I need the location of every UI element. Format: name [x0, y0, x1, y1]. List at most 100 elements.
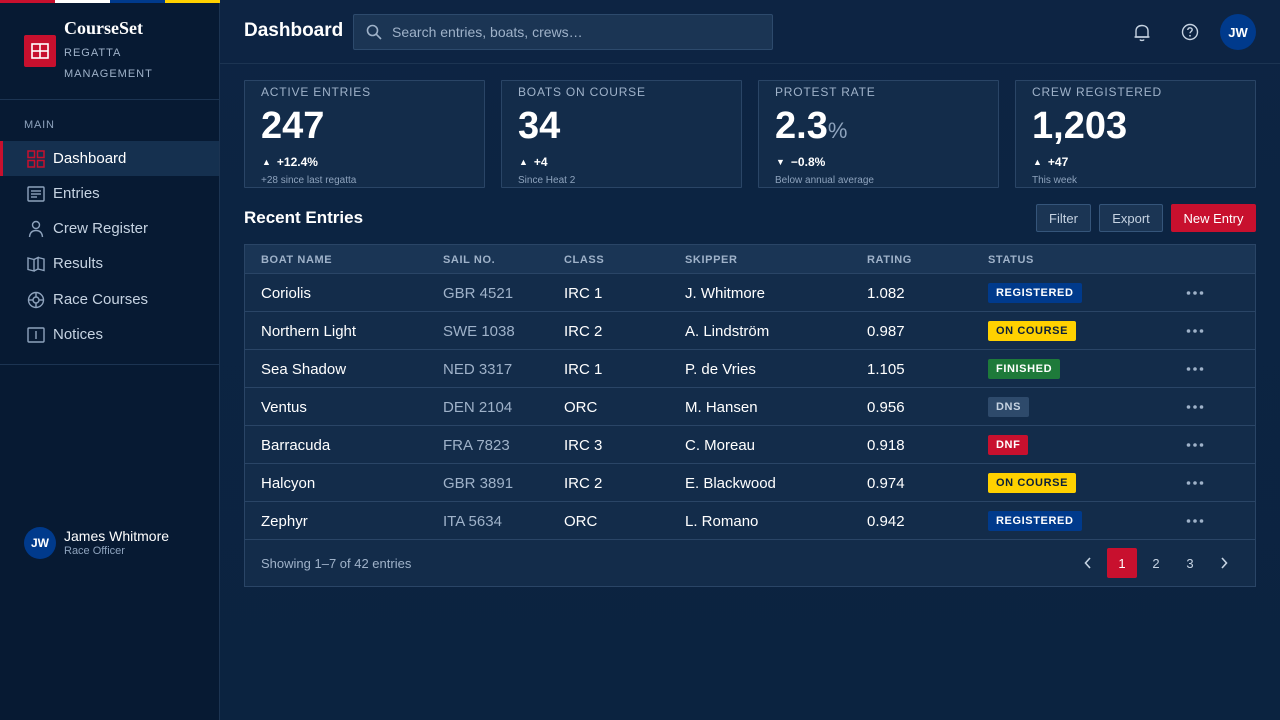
- status-badge: ON COURSE: [988, 473, 1077, 493]
- list-document-icon: [26, 184, 46, 204]
- stat-subtext: This week: [1032, 175, 1078, 186]
- sidebar-item-label: Dashboard: [53, 150, 127, 167]
- rating-value: 1.082: [867, 285, 905, 302]
- sail-number: NED 3317: [443, 361, 513, 378]
- help-circle-icon[interactable]: [1180, 22, 1200, 42]
- next-page-button[interactable]: [1209, 548, 1239, 578]
- sidebar-item-notices[interactable]: Notices: [0, 317, 219, 352]
- more-options-icon[interactable]: [1185, 476, 1205, 490]
- stat-card-active-entries: ACTIVE ENTRIES 247 ▲ +12.4% +28 since las…: [244, 80, 485, 188]
- more-options-icon[interactable]: [1185, 438, 1205, 452]
- export-button[interactable]: Export: [1099, 204, 1163, 232]
- nav-section-label: MAIN: [24, 119, 55, 131]
- current-user[interactable]: JW James Whitmore Race Officer: [24, 527, 204, 559]
- chevron-right-icon: [1221, 557, 1228, 569]
- skipper-name: A. Lindström: [685, 323, 770, 340]
- table-row[interactable]: Coriolis GBR 4521 IRC 1 J. Whitmore 1.082 REG…: [245, 274, 1255, 312]
- more-options-icon[interactable]: [1185, 400, 1205, 414]
- table-row[interactable]: Ventus DEN 2104 ORC M. Hansen 0.956 DNS: [245, 388, 1255, 426]
- sail-number: GBR 3891: [443, 475, 514, 492]
- sidebar-divider: [0, 99, 219, 100]
- sidebar-item-label: Results: [53, 255, 104, 272]
- sidebar-item-label: Entries: [53, 185, 100, 202]
- column-header[interactable]: CLASS: [564, 254, 605, 266]
- trend-up-icon: ▲: [519, 157, 528, 167]
- bell-icon[interactable]: [1132, 22, 1152, 42]
- table-row[interactable]: Halcyon GBR 3891 IRC 2 E. Blackwood 0.974 ON …: [245, 464, 1255, 502]
- column-header[interactable]: STATUS: [988, 254, 1034, 266]
- user-role: Race Officer: [64, 545, 125, 557]
- brand-name: CourseSet: [64, 18, 143, 38]
- rating-value: 0.918: [867, 437, 905, 454]
- notice-board-icon: [26, 325, 46, 345]
- stat-subtext: Since Heat 2: [518, 175, 576, 186]
- sail-number: ITA 5634: [443, 513, 502, 530]
- new-entry-button[interactable]: New Entry: [1171, 204, 1256, 232]
- boat-name: Northern Light: [261, 323, 357, 340]
- person-icon: [26, 219, 46, 239]
- stat-label: CREW REGISTERED: [1032, 85, 1163, 99]
- sidebar-item-entries[interactable]: Entries: [0, 176, 219, 211]
- stat-label: BOATS ON COURSE: [518, 85, 646, 99]
- sidebar-item-label: Race Courses: [53, 291, 149, 308]
- more-options-icon[interactable]: [1185, 286, 1205, 300]
- rating-value: 0.974: [867, 475, 905, 492]
- rating-value: 0.942: [867, 513, 905, 530]
- table-row[interactable]: Northern Light SWE 1038 IRC 2 A. Lindström 0…: [245, 312, 1255, 350]
- stat-card-protest-rate: PROTEST RATE 2.3% ▼ −0.8% Below annual av…: [758, 80, 999, 188]
- table-header: BOAT NAME SAIL NO. CLASS SKIPPER RATING …: [245, 245, 1255, 274]
- boat-name: Halcyon: [261, 475, 316, 492]
- avatar[interactable]: JW: [1220, 14, 1256, 50]
- trend-up-icon: ▲: [262, 157, 271, 167]
- trend-up-icon: ▲: [1033, 157, 1042, 167]
- status-badge: FINISHED: [988, 359, 1061, 379]
- boat-class: IRC 2: [564, 323, 603, 340]
- filter-button[interactable]: Filter: [1036, 204, 1091, 232]
- more-options-icon[interactable]: [1185, 362, 1205, 376]
- entries-table: BOAT NAME SAIL NO. CLASS SKIPPER RATING …: [244, 244, 1256, 587]
- sidebar-divider: [0, 364, 219, 365]
- sidebar-item-race-courses[interactable]: Race Courses: [0, 282, 219, 317]
- boat-class: ORC: [564, 399, 598, 416]
- column-header[interactable]: SAIL NO.: [443, 254, 496, 266]
- prev-page-button[interactable]: [1073, 548, 1103, 578]
- rating-value: 1.105: [867, 361, 905, 378]
- rating-value: 0.987: [867, 323, 905, 340]
- table-row[interactable]: Zephyr ITA 5634 ORC L. Romano 0.942 REGISTERE…: [245, 502, 1255, 540]
- page-button-2[interactable]: 2: [1152, 555, 1160, 571]
- column-header[interactable]: RATING: [867, 254, 912, 266]
- column-header[interactable]: SKIPPER: [685, 254, 738, 266]
- more-options-icon[interactable]: [1185, 324, 1205, 338]
- sidebar-item-label: Notices: [53, 326, 104, 343]
- skipper-name: L. Romano: [685, 513, 759, 530]
- grid-window-icon: [24, 35, 56, 67]
- sidebar-item-label: Crew Register: [53, 220, 149, 237]
- search-icon: [366, 23, 384, 41]
- chevron-left-icon: [1084, 557, 1091, 569]
- boat-name: Ventus: [261, 399, 307, 416]
- page-button-1[interactable]: 1: [1107, 548, 1137, 578]
- stat-delta: ▲ +47: [1033, 155, 1069, 169]
- sidebar-item-dashboard[interactable]: Dashboard: [0, 141, 219, 176]
- trend-down-icon: ▼: [776, 157, 785, 167]
- stat-card-boats-on-course: BOATS ON COURSE 34 ▲ +4 Since Heat 2: [501, 80, 742, 188]
- sail-number: GBR 4521: [443, 285, 514, 302]
- stat-subtext: Below annual average: [775, 175, 874, 186]
- search-box[interactable]: [353, 14, 773, 50]
- brand: CourseSet REGATTA MANAGEMENT: [24, 18, 204, 84]
- sidebar-item-crew-register[interactable]: Crew Register: [0, 211, 219, 246]
- boat-class: ORC: [564, 513, 598, 530]
- more-options-icon[interactable]: [1185, 514, 1205, 528]
- pagination-summary: Showing 1–7 of 42 entries: [261, 556, 412, 571]
- search-input[interactable]: [392, 24, 752, 40]
- boat-class: IRC 1: [564, 361, 603, 378]
- flag-stripe: [0, 0, 220, 3]
- section-title: Recent Entries: [244, 208, 364, 227]
- sidebar-item-results[interactable]: Results: [0, 246, 219, 281]
- page-button-3[interactable]: 3: [1186, 555, 1194, 571]
- boat-class: IRC 1: [564, 285, 603, 302]
- skipper-name: J. Whitmore: [685, 285, 766, 302]
- table-row[interactable]: Sea Shadow NED 3317 IRC 1 P. de Vries 1.105 F…: [245, 350, 1255, 388]
- column-header[interactable]: BOAT NAME: [261, 254, 333, 266]
- table-row[interactable]: Barracuda FRA 7823 IRC 3 C. Moreau 0.918 DNF: [245, 426, 1255, 464]
